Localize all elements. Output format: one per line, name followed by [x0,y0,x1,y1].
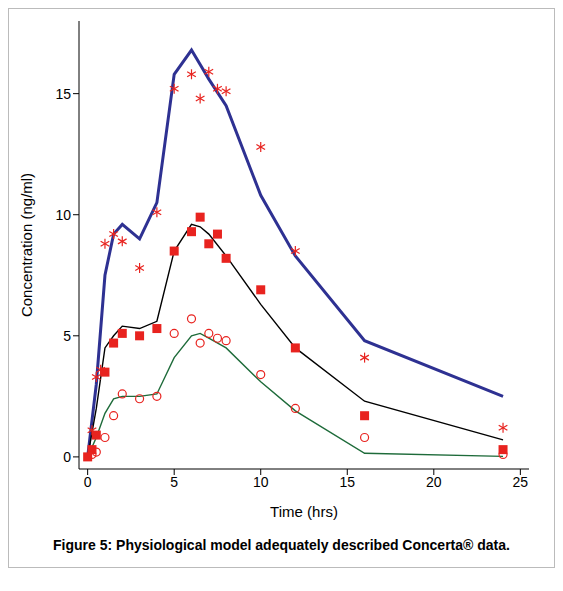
svg-text:0: 0 [63,449,71,465]
html-text:Figure 5: Physiological model: Figure 5: Physiological model adequately… [53,537,510,553]
svg-text:10: 10 [253,474,269,490]
svg-text:25: 25 [513,474,529,490]
svg-text:Concentration (ng/ml): Concentration (ng/ml) [18,173,35,317]
svg-text:15: 15 [55,86,71,102]
svg-text:5: 5 [63,328,71,344]
svg-text:15: 15 [339,474,355,490]
svg-text:0: 0 [84,474,92,490]
svg-text:10: 10 [55,207,71,223]
svg-text:Time (hrs): Time (hrs) [270,503,338,520]
svg-text:5: 5 [170,474,178,490]
svg-text:20: 20 [426,474,442,490]
